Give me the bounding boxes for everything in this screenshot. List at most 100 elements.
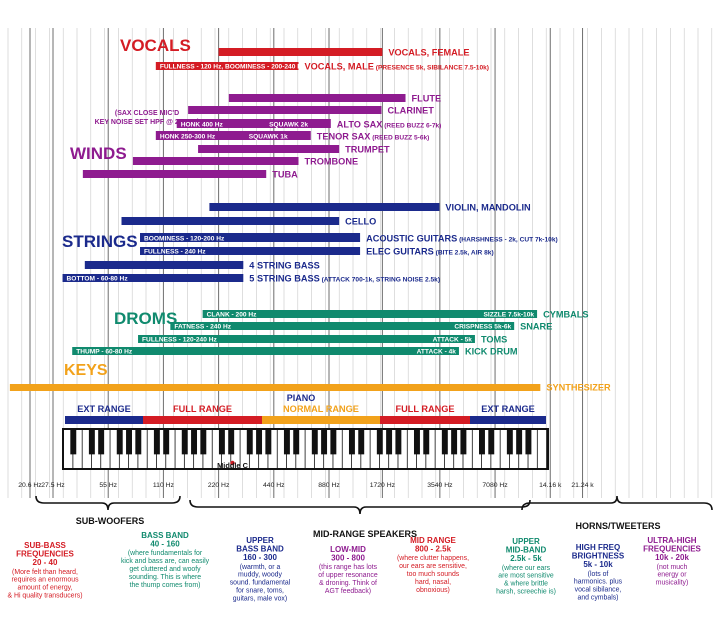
band-title: 300 - 800 (331, 554, 365, 563)
bar-label: SNARE (520, 322, 552, 332)
black-key (441, 430, 448, 455)
instrument-bar (121, 217, 340, 225)
band-description: requires an enormous (11, 577, 79, 584)
white-key (221, 430, 231, 468)
speaker-bracket (189, 499, 531, 515)
white-key (73, 430, 82, 468)
middle-c-marker (230, 460, 235, 466)
piano-range-segment (65, 416, 143, 424)
bar-label: VOCALS, MALE (PRESENCE 5k, SIBILANCE 7.5… (305, 62, 489, 72)
black-key (386, 430, 393, 455)
group-heading: DROMS (114, 309, 177, 328)
bar-inner-label: FULLNESS - 120-240 Hz (142, 337, 217, 344)
axis-tick-label: 7080 Hz (482, 482, 508, 489)
bar-label: CELLO (345, 217, 376, 227)
band-description: (where clutter happens, (397, 555, 469, 562)
black-key (358, 430, 365, 455)
white-key (361, 430, 370, 468)
band-title: BRIGHTNESS (572, 552, 625, 561)
bar-label: TROMBONE (305, 157, 359, 167)
white-key (426, 430, 435, 468)
band-title: BASS BAND (141, 531, 189, 540)
band-description: and cymbals) (578, 595, 619, 602)
white-key (64, 430, 73, 468)
bar-label: VOCALS, FEMALE (388, 48, 469, 58)
black-key (256, 430, 263, 455)
instrument-bar (188, 106, 382, 114)
speaker-brackets: SUB-WOOFERS MID-RANGE SPEAKERS HORNS/TWEET… (35, 495, 713, 539)
piano-range-label: NORMAL RANGE (283, 404, 359, 414)
white-key (82, 430, 92, 468)
instrument-bar (62, 274, 244, 282)
white-key (435, 430, 445, 468)
band-description: for snare, toms, (236, 588, 284, 595)
black-key (460, 430, 467, 455)
group-heading: STRINGS (62, 232, 138, 251)
frequency-axis: 20.6 Hz 27.5 Hz 55 Hz 110 Hz 220 Hz 440 Hz 880… (18, 482, 594, 489)
black-key (479, 430, 485, 455)
instrument-bar (209, 203, 440, 211)
band-description: energy or (657, 572, 687, 579)
band-description: get cluttered and woofy (129, 566, 201, 573)
instrument-bar (82, 170, 267, 178)
bar-inner-label: FULLNESS - 240 Hz (144, 249, 206, 256)
white-key (194, 430, 203, 468)
black-key (311, 430, 318, 455)
band-title: LOW-MID (330, 545, 366, 554)
band-description: obnoxious) (416, 587, 450, 594)
band-title: FREQUENCIES (16, 550, 74, 559)
instrument-bar (228, 94, 406, 102)
black-key (88, 430, 95, 455)
white-key (175, 430, 184, 468)
band-title: ULTRA-HIGH (647, 536, 696, 545)
band-description: (not much (657, 564, 688, 571)
band-description: (where our ears (502, 565, 551, 572)
piano-range-label: EXT RANGE (77, 404, 131, 414)
annotation-text: KEY NOISE SET HPF @ 200 Hz) (95, 119, 200, 126)
bar-label: TRUMPET (345, 145, 390, 155)
speaker-label: HORNS/TWEETERS (575, 521, 660, 531)
band-description: (warmth, or a (240, 564, 281, 571)
bar-inner-label: CLANK - 200 Hz (207, 312, 258, 319)
black-key (228, 430, 235, 455)
band-description: sounding. This is where (129, 574, 201, 581)
white-key (91, 430, 101, 468)
instrument-bar (140, 233, 361, 242)
white-key (240, 430, 249, 468)
black-key (70, 430, 77, 455)
bar-label: TOMS (481, 335, 507, 345)
instrument-bar (176, 119, 331, 128)
speaker-label: MID-RANGE SPEAKERS (313, 529, 417, 539)
piano-range-label: EXT RANGE (481, 404, 535, 414)
bar-inner-label: SQUAWK 2k (269, 122, 308, 129)
white-key (314, 430, 324, 468)
instrument-bar (155, 131, 311, 140)
white-key (231, 430, 240, 468)
piano-range-segment (143, 416, 262, 424)
white-key (166, 430, 175, 468)
band-title: 800 - 2.5k (415, 545, 452, 554)
black-key (153, 430, 160, 455)
bar-label: 4 STRING BASS (249, 261, 319, 271)
bar-inner-label: ATTACK - 4k (417, 349, 457, 356)
bar-label: TENOR SAX (REED BUZZ 5-6k) (317, 132, 430, 142)
group-heading: WINDS (70, 144, 127, 163)
speaker-bracket (521, 495, 713, 511)
black-key (200, 430, 207, 455)
black-key (135, 430, 142, 455)
white-key (119, 430, 129, 468)
black-key (488, 430, 495, 455)
white-key (110, 430, 119, 468)
piano-range-label: FULL RANGE (173, 404, 232, 414)
white-key (268, 430, 277, 468)
bar-inner-label: HONK 250-300 Hz (160, 134, 216, 141)
white-key (286, 430, 296, 468)
band-description: our ears are sensitive, (399, 563, 467, 570)
white-key (509, 430, 519, 468)
black-key (451, 430, 458, 455)
axis-tick-label: 20.6 Hz (18, 482, 42, 489)
band-description: musicality) (656, 580, 689, 587)
black-key (525, 430, 532, 455)
